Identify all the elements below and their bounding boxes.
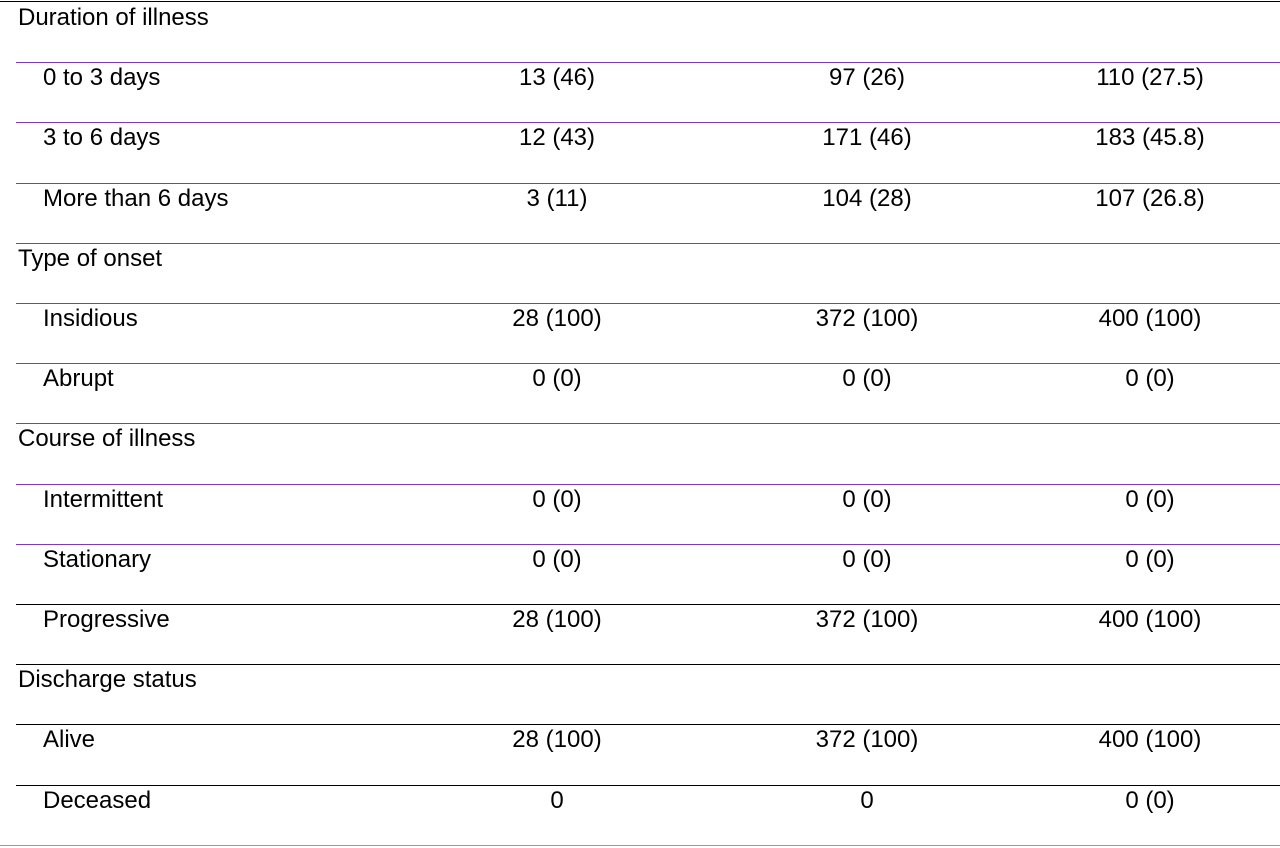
row-label: Stationary [43,545,152,573]
data-row: 0 to 3 days 13 (46) 97 (26) 110 (27.5) [0,62,1280,122]
row-label: Progressive [43,606,170,633]
section-label: Discharge status [18,666,197,694]
section-label: Type of onset [18,244,163,272]
row-rule [16,122,1280,124]
row-rule [0,844,1280,846]
cell-value: 372 (100) [815,606,919,633]
cell-value: 104 (28) [822,184,912,212]
section-label: Course of illness [18,425,196,453]
row-label: 3 to 6 days [43,124,161,152]
data-row: Intermittent 0 (0) 0 (0) 0 (0) [0,484,1280,544]
cell-value: 0 (0) [532,485,582,513]
data-row: Progressive 28 (100) 372 (100) 400 (100) [0,604,1280,664]
cell-value: 13 (46) [518,64,596,92]
row-label: Alive [43,726,96,754]
cell-value: 0 (0) [842,365,892,393]
cell-value: 400 (100) [1098,726,1202,754]
cell-value: 107 (26.8) [1095,184,1205,212]
cell-value: 12 (43) [518,124,596,152]
cell-value: 28 (100) [512,726,602,754]
data-row: More than 6 days 3 (11) 104 (28) 107 (26.8) [0,183,1280,243]
row-rule [16,182,1280,184]
row-rule [16,62,1280,64]
cell-value: 372 (100) [815,305,919,332]
row-rule [16,604,1280,605]
data-row: Stationary 0 (0) 0 (0) 0 (0) [0,544,1280,604]
cell-value: 0 (0) [1125,485,1175,513]
data-row: Abrupt 0 (0) 0 (0) 0 (0) [0,363,1280,423]
row-label: More than 6 days [43,184,229,212]
cell-value: 0 (0) [842,545,892,573]
row-rule [16,724,1280,726]
cell-value: 0 (0) [1125,786,1175,814]
section-row: Course of illness [0,423,1280,483]
row-label: 0 to 3 days [43,64,161,92]
cell-value: 171 (46) [822,124,912,152]
cell-value: 28 (100) [512,305,602,332]
row-rule [16,543,1280,545]
data-row: 3 to 6 days 12 (43) 171 (46) 183 (45.8) [0,122,1280,182]
data-row: Insidious 28 (100) 372 (100) 400 (100) [0,303,1280,363]
cell-value: 0 (0) [532,545,582,573]
cell-value: 0 (0) [532,365,582,393]
row-rule [16,242,1280,244]
row-rule [16,483,1280,485]
section-label: Duration of illness [18,4,209,31]
cell-value: 0 [550,786,564,814]
row-rule [16,784,1280,786]
row-label: Insidious [43,305,138,332]
row-rule [16,423,1280,425]
row-rule [16,303,1280,304]
cell-value: 0 (0) [1125,545,1175,573]
cell-value: 183 (45.8) [1095,124,1205,152]
data-row: Alive 28 (100) 372 (100) 400 (100) [0,724,1280,784]
section-row: Type of onset [0,243,1280,303]
cell-value: 28 (100) [512,606,602,633]
data-row: Deceased 0 0 0 (0) [0,785,1280,845]
row-label: Deceased [43,786,152,814]
cell-value: 0 (0) [1125,365,1175,393]
cell-value: 0 (0) [842,485,892,513]
top-rule [0,1,1280,2]
cell-value: 97 (26) [828,64,906,92]
row-rule [16,664,1280,666]
cell-value: 372 (100) [815,726,919,754]
cell-value: 110 (27.5) [1096,64,1204,92]
cell-value: 400 (100) [1098,606,1202,633]
section-row: Duration of illness [0,2,1280,62]
cell-value: 400 (100) [1098,305,1202,332]
row-label: Intermittent [43,485,164,513]
row-rule [16,363,1280,365]
cell-value: 3 (11) [526,184,588,212]
cell-value: 0 [860,786,874,814]
row-label: Abrupt [43,365,114,393]
section-row: Discharge status [0,664,1280,724]
